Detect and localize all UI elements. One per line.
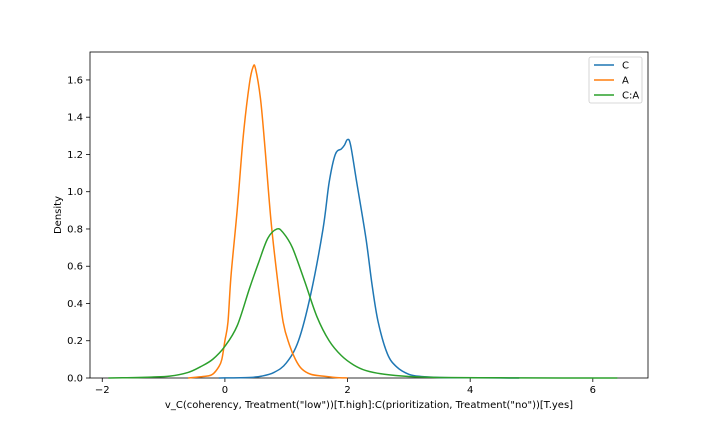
series-line-a: [188, 64, 348, 379]
y-tick-label: 1.4: [67, 113, 83, 124]
y-axis-label: Density: [53, 196, 64, 234]
y-tick-label: 0.0: [67, 374, 83, 385]
y-tick-label: 0.8: [67, 224, 83, 235]
y-tick-label: 1.6: [67, 75, 83, 86]
series-lines: [108, 64, 618, 379]
x-tick-label: 0: [222, 385, 228, 396]
plot-frame: [89, 51, 649, 379]
series-line-c: [218, 138, 520, 379]
y-axis: 0.0 0.2 0.4 0.6 0.8 1.0 1.2 1.4 1.6: [67, 75, 90, 385]
y-tick-label: 1.0: [67, 187, 83, 198]
y-tick-label: 0.6: [67, 262, 83, 273]
x-axis: −2 0 2 4 6: [95, 378, 596, 396]
y-tick-label: 0.4: [67, 299, 83, 310]
series-line-c-a: [108, 227, 618, 379]
legend: CA C:A: [588, 56, 643, 104]
x-axis-label: v_C(coherency, Treatment("low"))[T.high]…: [165, 400, 573, 411]
legend-entry-label: C: [622, 61, 629, 72]
legend-box: [588, 56, 643, 104]
x-tick-label: 4: [467, 385, 473, 396]
plot-area: [89, 51, 649, 379]
x-tick-label: −2: [95, 385, 110, 396]
legend-entry-label: C:A: [622, 91, 639, 102]
y-tick-label: 1.2: [67, 150, 83, 161]
legend-entry-label: A: [622, 76, 629, 87]
y-tick-label: 0.2: [67, 336, 83, 347]
x-tick-label: 6: [590, 385, 596, 396]
x-tick-label: 2: [344, 385, 350, 396]
